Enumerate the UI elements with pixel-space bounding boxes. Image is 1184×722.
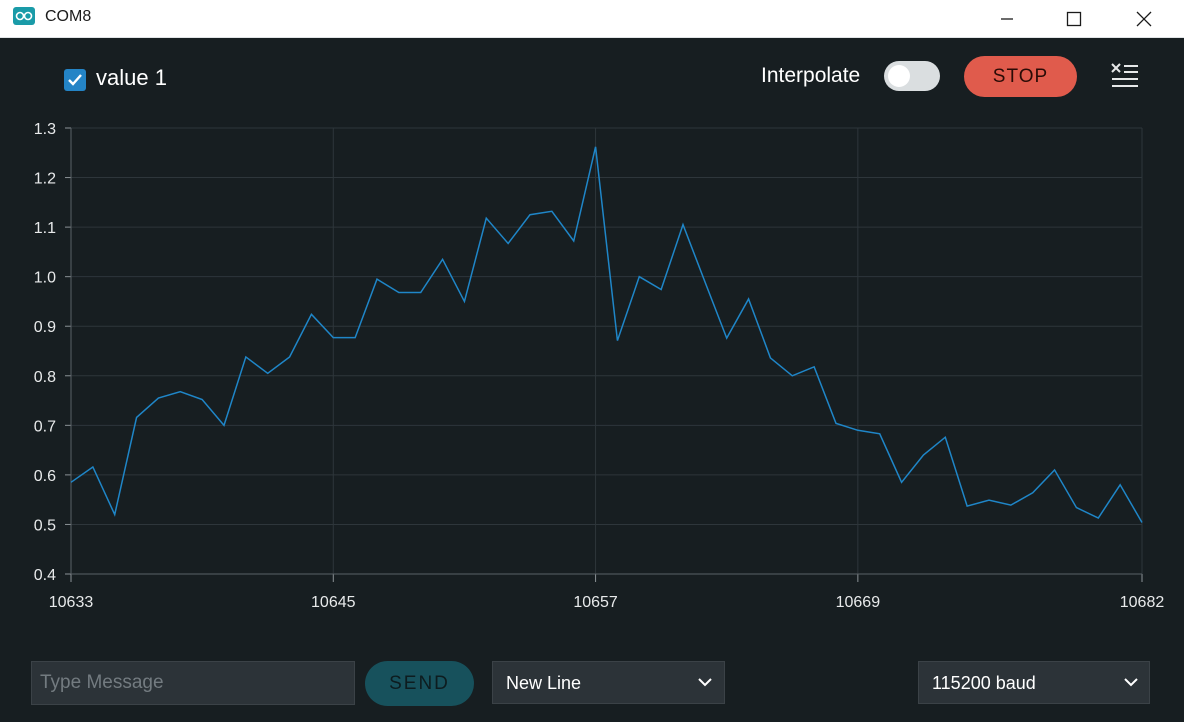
series-checkbox[interactable]: [64, 69, 86, 91]
stop-button[interactable]: STOP: [964, 56, 1077, 97]
line-ending-select[interactable]: New Line: [492, 661, 725, 704]
chevron-down-icon: [698, 678, 712, 687]
y-tick-label: 1.2: [34, 171, 56, 188]
chevron-down-icon: [1124, 678, 1138, 687]
y-tick-label: 1.3: [34, 121, 56, 138]
y-tick-label: 1.1: [34, 220, 56, 237]
message-input[interactable]: [31, 661, 355, 705]
send-button[interactable]: SEND: [365, 661, 474, 706]
y-tick-label: 0.5: [34, 517, 56, 534]
x-tick-label: 10633: [49, 594, 94, 611]
series-line-value-1: [70, 146, 1143, 523]
interpolate-label: Interpolate: [761, 64, 861, 87]
window-title: COM8: [45, 8, 92, 25]
y-tick-label: 0.4: [34, 567, 56, 584]
serial-plot-chart: 0.4 0.5 0.6 0.7 0.8 0.9 1.0 1.1 1.2 1.3 10633 10645…: [34, 121, 1165, 611]
close-icon: [1136, 11, 1152, 27]
maximize-icon: [1066, 11, 1082, 27]
line-ending-value: New Line: [506, 673, 582, 693]
minimize-button[interactable]: [984, 0, 1030, 37]
x-tick-label: 10645: [311, 594, 356, 611]
y-tick-label: 0.9: [34, 319, 56, 336]
y-tick-label: 0.7: [34, 418, 56, 435]
x-tick-label: 10682: [1120, 594, 1165, 611]
series-label[interactable]: value 1: [96, 65, 167, 90]
interpolate-toggle[interactable]: [884, 61, 940, 91]
baud-rate-select[interactable]: 115200 baud: [918, 661, 1150, 704]
arduino-app-icon: [13, 7, 35, 25]
x-tick-label: 10657: [573, 594, 618, 611]
y-tick-label: 0.6: [34, 468, 56, 485]
checkmark-icon: [68, 74, 82, 86]
minimize-icon: [1001, 18, 1013, 20]
baud-rate-value: 115200 baud: [932, 673, 1036, 693]
y-tick-label: 0.8: [34, 369, 56, 386]
maximize-button[interactable]: [1051, 0, 1097, 37]
toggle-knob: [888, 65, 910, 87]
y-tick-label: 1.0: [34, 270, 56, 287]
clear-plot-icon[interactable]: [1110, 62, 1140, 90]
title-bar: COM8: [0, 0, 1184, 38]
close-button[interactable]: [1121, 0, 1167, 37]
x-tick-label: 10669: [836, 594, 881, 611]
